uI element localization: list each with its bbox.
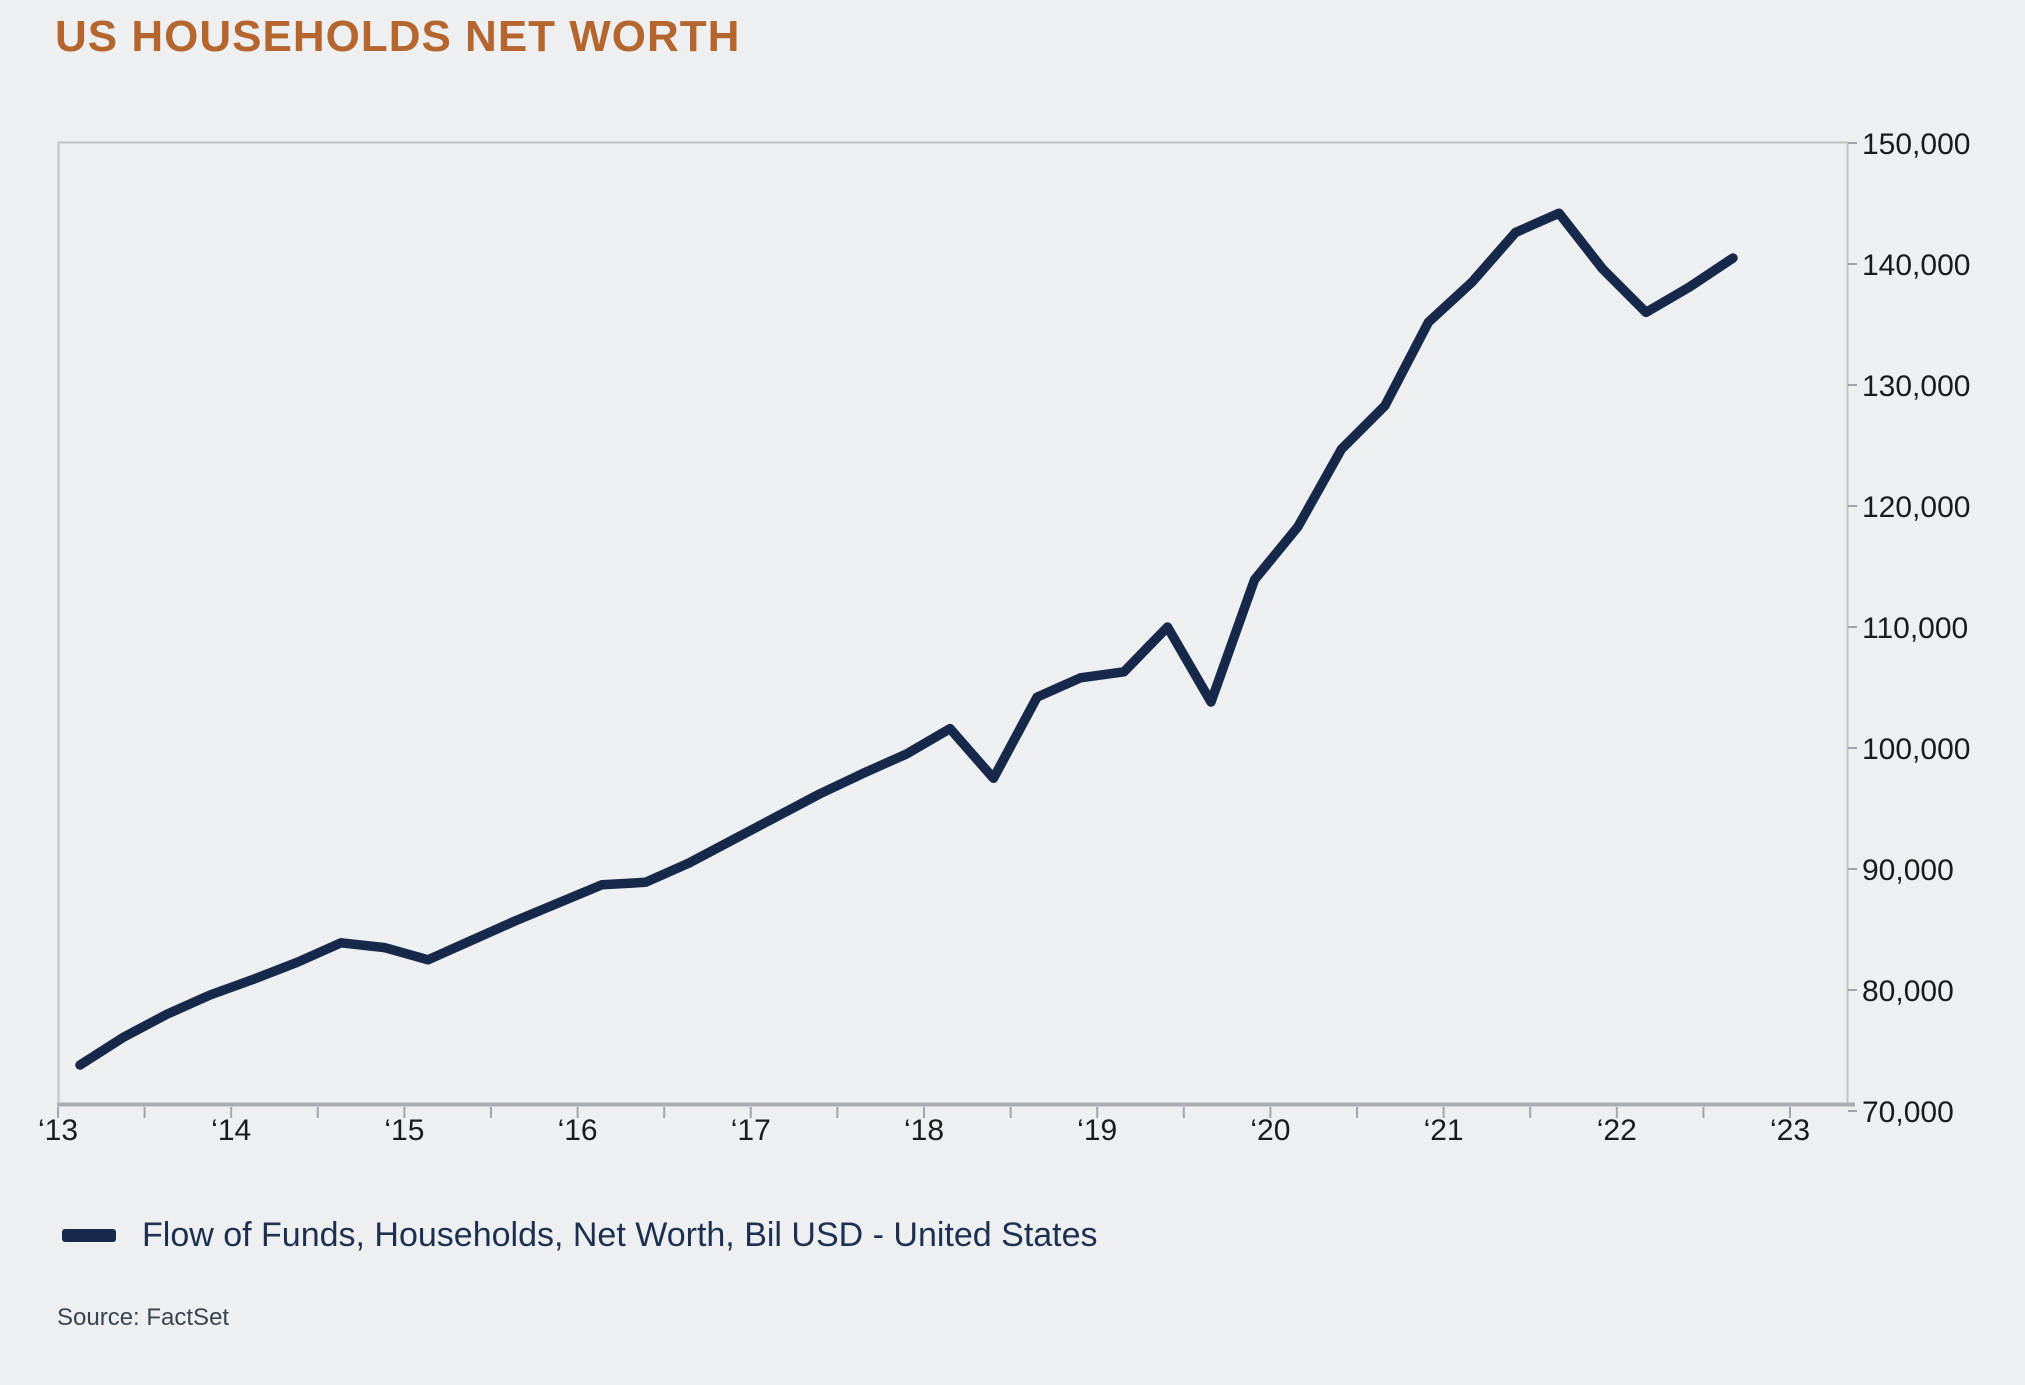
y-axis-label: 100,000 <box>1862 733 1970 766</box>
x-axis-label: ‘19 <box>1077 1114 1117 1147</box>
source-attribution: Source: FactSet <box>57 1304 230 1331</box>
legend-label: Flow of Funds, Households, Net Worth, Bi… <box>142 1216 1098 1254</box>
y-axis-label: 90,000 <box>1862 854 1954 887</box>
x-axis-label: ‘14 <box>211 1114 251 1147</box>
y-axis-label: 130,000 <box>1862 370 1970 403</box>
y-axis-label: 110,000 <box>1862 612 1968 645</box>
x-axis-label: ‘18 <box>904 1114 944 1147</box>
y-axis-label: 70,000 <box>1862 1096 1954 1129</box>
y-axis-label: 120,000 <box>1862 491 1970 524</box>
x-axis-label: ‘22 <box>1597 1114 1637 1147</box>
y-axis-label: 80,000 <box>1862 975 1954 1008</box>
x-axis-label: ‘21 <box>1424 1114 1464 1147</box>
x-axis-label: ‘13 <box>38 1114 78 1147</box>
legend-swatch-icon <box>62 1229 116 1242</box>
x-axis-label: ‘17 <box>731 1114 771 1147</box>
x-axis-label: ‘23 <box>1770 1114 1810 1147</box>
y-axis-label: 140,000 <box>1862 249 1970 282</box>
plot-frame <box>57 141 1849 1104</box>
chart-title: US HOUSEHOLDS NET WORTH <box>55 12 741 61</box>
x-axis-label: ‘20 <box>1250 1114 1290 1147</box>
y-axis-label: 150,000 <box>1862 128 1970 161</box>
x-axis-label: ‘15 <box>384 1114 424 1147</box>
legend: Flow of Funds, Households, Net Worth, Bi… <box>62 1216 1098 1255</box>
net-worth-line <box>75 208 1738 1070</box>
x-axis-label: ‘16 <box>558 1114 598 1147</box>
